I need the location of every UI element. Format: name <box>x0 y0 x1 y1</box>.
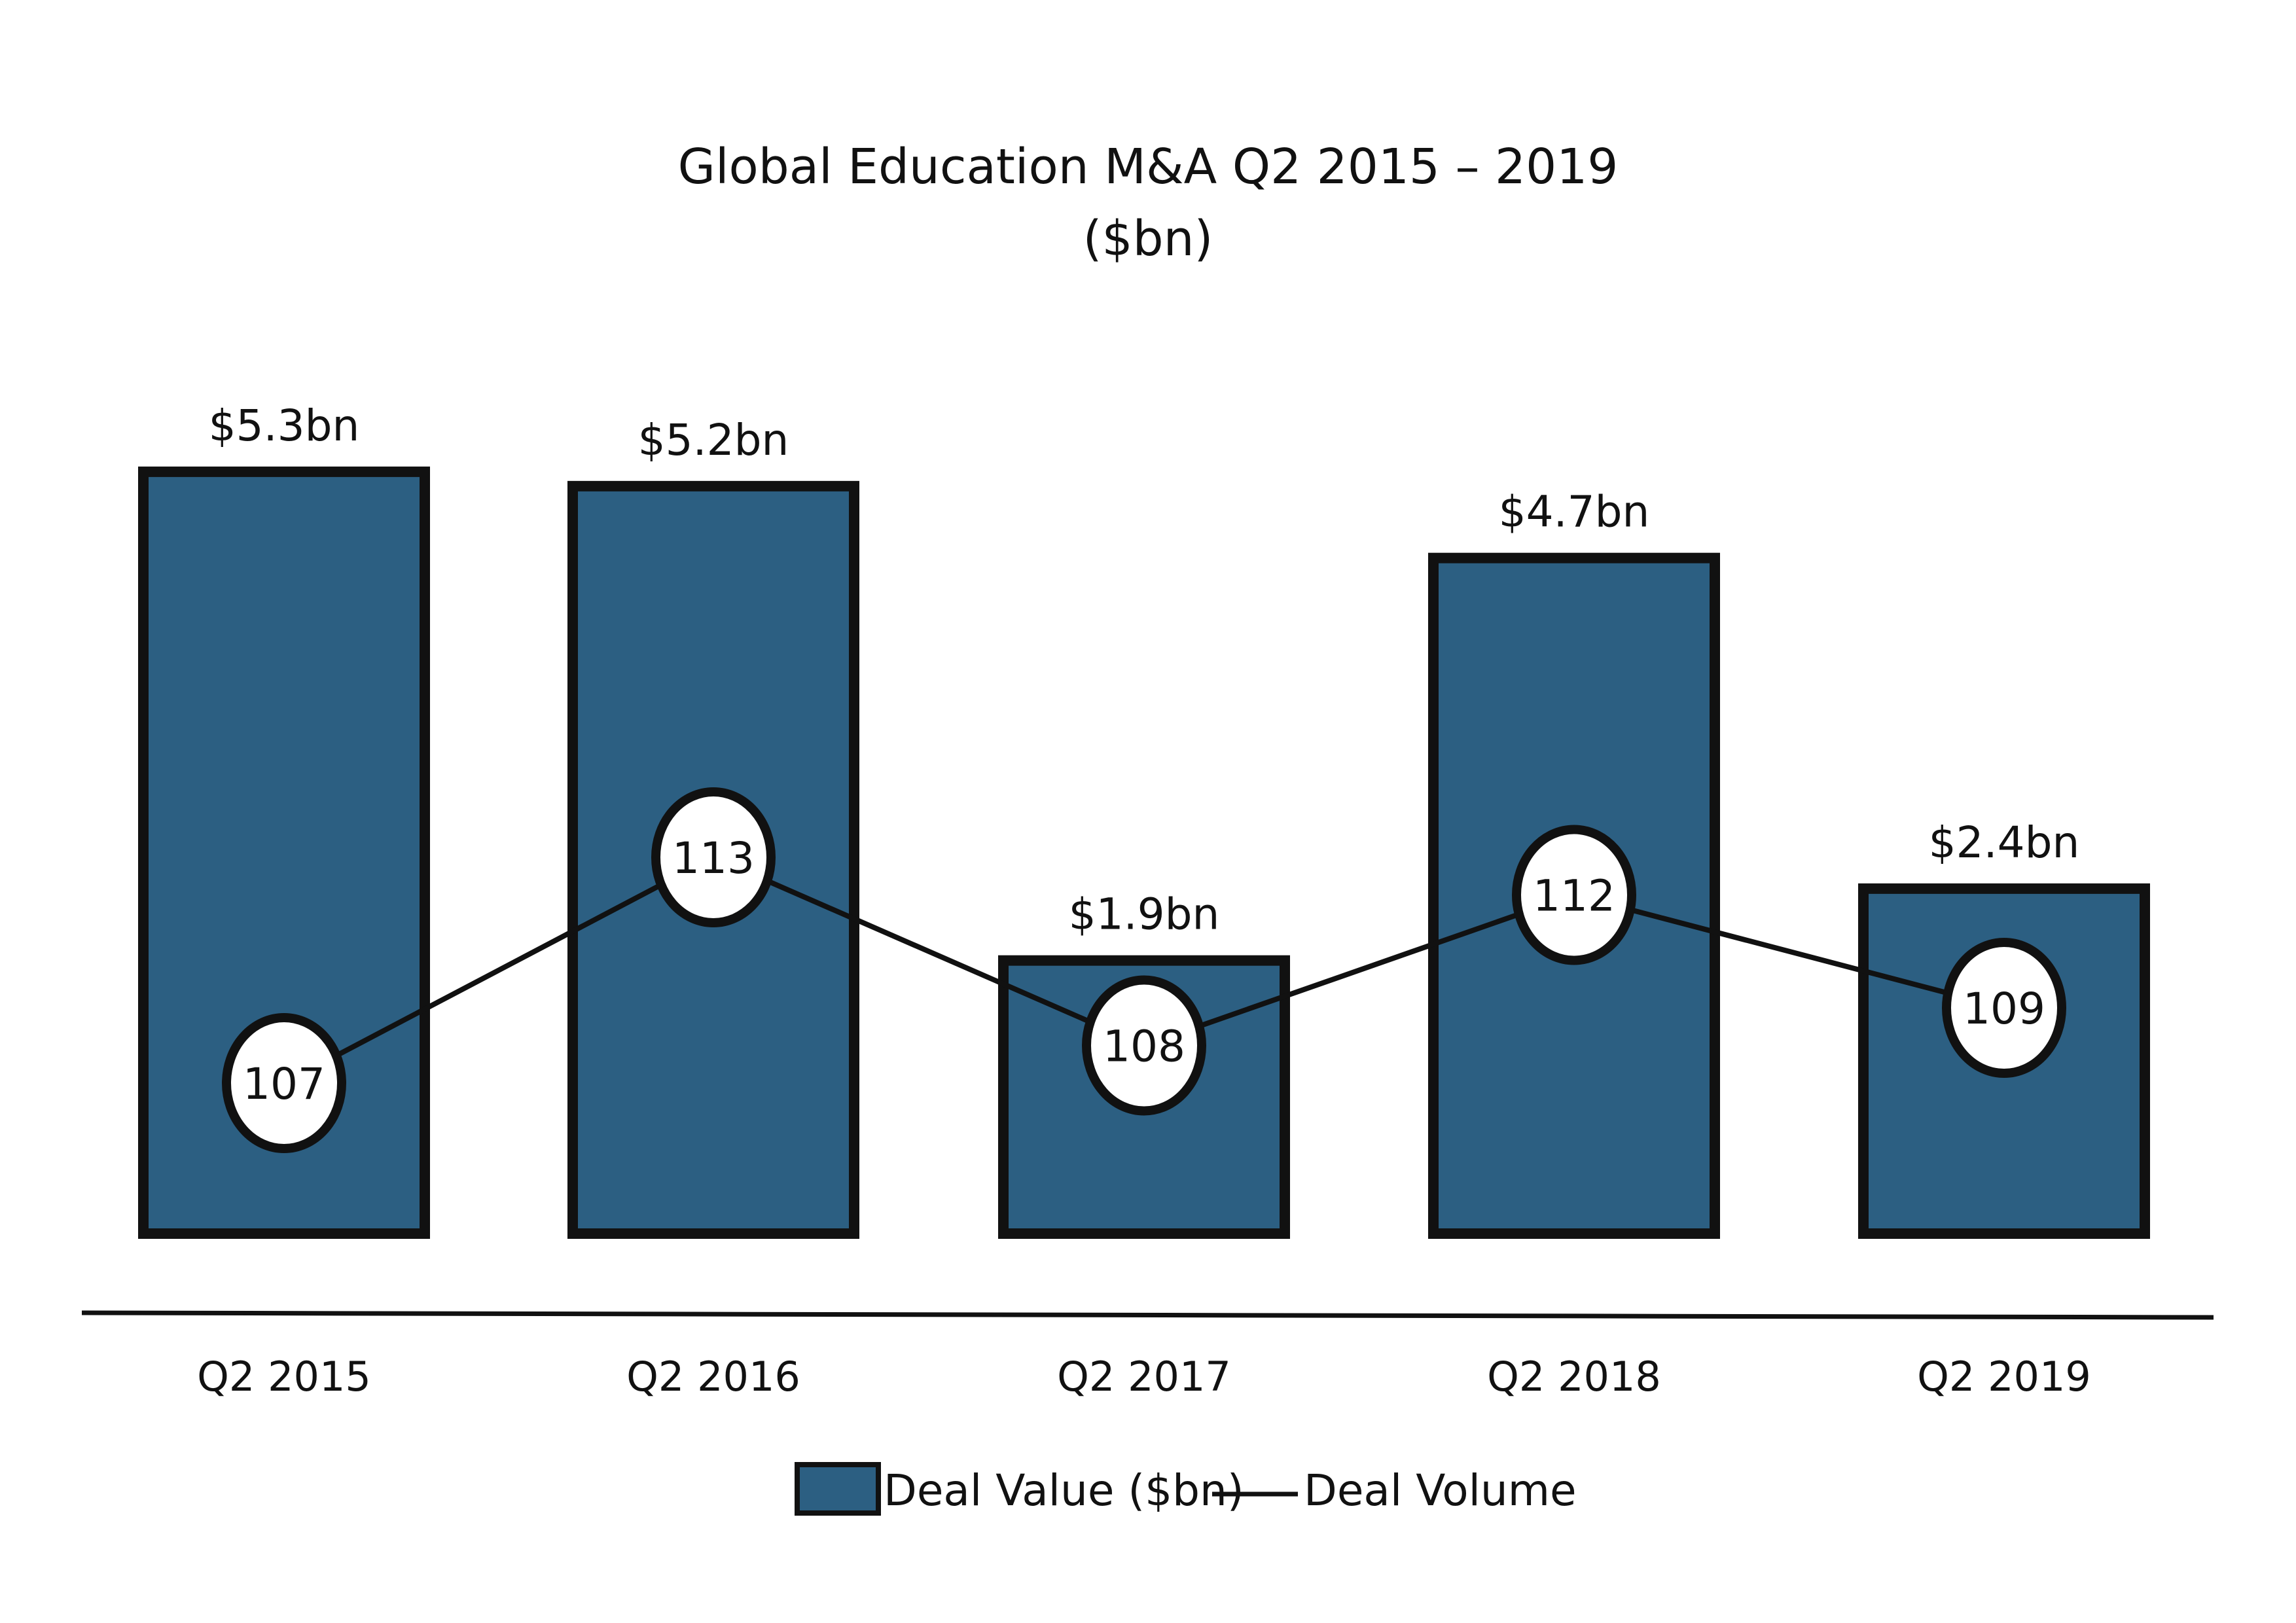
volume-line-layer: 107 113 108 112 109 <box>222 787 2066 1153</box>
legend-label-deal-value: Deal Value ($bn) <box>884 1465 1244 1516</box>
x-tick-label: Q2 2015 <box>197 1353 371 1400</box>
deal-volume-marker <box>651 787 776 927</box>
deal-volume-label: 107 <box>243 1059 325 1109</box>
x-tick-label: Q2 2018 <box>1487 1353 1661 1400</box>
deal-volume-marker <box>1512 825 1636 965</box>
bar-value-label: $1.9bn <box>1069 889 1220 940</box>
x-tick-label: Q2 2016 <box>626 1353 800 1400</box>
legend: Deal Value ($bn) Deal Volume <box>795 1462 1577 1516</box>
chart-title-group: Global Education M&A Q2 2015 – 2019 ($bn… <box>678 139 1619 267</box>
deal-volume-label: 108 <box>1103 1022 1185 1072</box>
deal-volume-label: 109 <box>1963 984 2045 1034</box>
deal-volume-label: 113 <box>672 833 755 883</box>
x-axis-ticks: Q2 2015 Q2 2016 Q2 2017 Q2 2018 Q2 2019 <box>197 1353 2091 1400</box>
bar-value-label: $4.7bn <box>1499 487 1650 537</box>
deal-volume-label: 112 <box>1533 871 1615 921</box>
x-tick-label: Q2 2019 <box>1917 1353 2091 1400</box>
deal-volume-marker <box>1942 938 2066 1078</box>
x-axis-line <box>81 1310 2214 1320</box>
bar-value-label: $2.4bn <box>1929 817 2080 868</box>
chart-subtitle: ($bn) <box>1083 211 1213 267</box>
x-tick-label: Q2 2017 <box>1057 1353 1231 1400</box>
legend-swatch-deal-value <box>795 1462 881 1516</box>
legend-label-deal-volume: Deal Volume <box>1304 1465 1577 1516</box>
bar-value-label: $5.2bn <box>638 415 789 465</box>
bar-value-label: $5.3bn <box>209 401 360 451</box>
chart-title: Global Education M&A Q2 2015 – 2019 <box>678 139 1619 195</box>
deal-volume-marker <box>1082 975 1206 1116</box>
deal-volume-marker <box>222 1013 346 1153</box>
